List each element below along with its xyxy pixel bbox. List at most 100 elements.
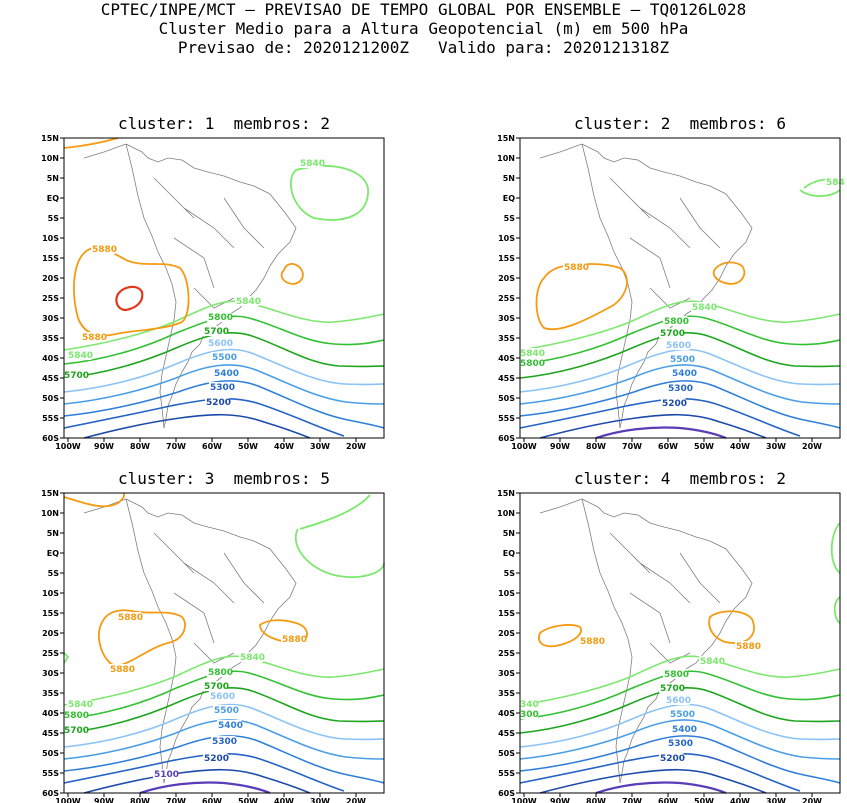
lon-label: 90W: [94, 797, 114, 803]
lat-label: 5N: [503, 174, 515, 183]
lat-label: 15S: [498, 609, 515, 618]
contour-5400: [519, 735, 841, 784]
label-5200-group: 5200: [661, 398, 687, 409]
label-5500-bg: [669, 354, 694, 364]
panel-4-title: cluster: 4 membros: 2: [574, 469, 786, 488]
lat-label: 30S: [498, 669, 515, 678]
label-5840-bg: [691, 302, 716, 312]
lat-label: 20S: [498, 274, 515, 283]
lat-label: 45S: [42, 374, 59, 383]
lon-label: 100W: [511, 797, 537, 803]
lon-label: 30W: [310, 442, 330, 451]
lon-label: 20W: [802, 442, 822, 451]
lat-label: 45S: [42, 729, 59, 738]
label-5700-bg: [203, 681, 228, 691]
lon-label: 60W: [202, 797, 222, 803]
label-5700: 5700: [204, 682, 229, 692]
map-frame: [519, 492, 841, 794]
label-5880-bg: [81, 332, 106, 342]
lon-label: 70W: [622, 442, 642, 451]
lat-label: 30S: [42, 669, 59, 678]
label-5500: 5500: [670, 710, 695, 720]
contour-5600: [519, 703, 841, 748]
label-5840-bg: [235, 296, 260, 306]
label-5800: 5800: [208, 313, 233, 323]
contour-highs: [63, 137, 369, 337]
label-5800-group: 5800: [63, 710, 89, 721]
label-5400: 5400: [672, 725, 697, 735]
label-5400-bg: [217, 720, 242, 730]
contour-5700: [519, 686, 841, 734]
label-5700-bg: [203, 326, 228, 336]
lat-label: 25S: [42, 649, 59, 658]
label-5100: 5100: [154, 770, 179, 780]
lat-label: 5S: [504, 569, 516, 578]
label-5800-group: 5800: [207, 667, 233, 678]
coastline-south-america: [83, 143, 297, 429]
label-5600-bg: [665, 340, 690, 350]
contour-5600: [63, 348, 385, 393]
contour-5200: [539, 768, 767, 794]
contour-5500: [63, 364, 385, 405]
label-5300-bg: [667, 738, 692, 748]
lat-label: 55S: [42, 414, 59, 423]
lat-label: 10S: [498, 234, 515, 243]
label-5400-group: 5400: [217, 720, 243, 731]
contour-5880: [97, 609, 186, 667]
label-5840: 5840: [700, 657, 725, 667]
label-5600: 5600: [210, 692, 235, 702]
map-panel-1: 5840 5880 5880 5840 5840 5800 5700 5700 5600 5500…: [41, 134, 385, 451]
contour-5100: [595, 781, 727, 795]
label-5300-group: 5300: [211, 736, 237, 747]
label-5800: 5800: [520, 359, 545, 369]
label-5300-group: 5300: [667, 383, 693, 394]
contour-5400: [519, 380, 841, 429]
label-5840-group: 5840: [67, 350, 93, 361]
label-5600: 5600: [208, 339, 233, 349]
label-5880-group: 5880: [735, 641, 761, 652]
lon-label: 60W: [202, 442, 222, 451]
contour-5800: [519, 670, 841, 720]
lon-label: 30W: [310, 797, 330, 803]
label-5840-group: 5840: [691, 302, 717, 313]
map-panel-2: 5880 5840 5840 584 5800 5800 5700 5600 5500 5400 5…: [497, 134, 845, 451]
label-5400-bg: [671, 368, 696, 378]
contour-5880: [73, 247, 190, 337]
contour-5200: [83, 768, 311, 794]
lat-label: 60S: [498, 789, 515, 798]
lat-label: 60S: [42, 434, 59, 443]
label-5500: 5500: [212, 353, 237, 363]
label-5880: 5880: [110, 665, 135, 675]
label-5840-group: 5840: [699, 656, 725, 667]
lat-label: 20S: [42, 274, 59, 283]
lon-label: 50W: [238, 442, 258, 451]
lat-label: 25S: [42, 294, 59, 303]
label-5700-bg: [659, 328, 684, 338]
label-5880: 5880: [82, 333, 107, 343]
label-5840-group: 5840: [299, 158, 325, 169]
lat-label: 5S: [504, 214, 516, 223]
label-5840: 5840: [68, 700, 93, 710]
contour-5840: [294, 494, 385, 578]
label-5840-bg: [67, 350, 92, 360]
label-5800: 5800: [664, 317, 689, 327]
lon-label: 50W: [238, 797, 258, 803]
lat-label: 10N: [497, 154, 515, 163]
label-5200: 5200: [660, 754, 685, 764]
label-5880: 5880: [580, 637, 605, 647]
label-5200-group: 5200: [203, 753, 229, 764]
label-5500-bg: [213, 705, 238, 715]
lon-label: 40W: [274, 797, 294, 803]
lat-label: 40S: [42, 354, 59, 363]
label-5840-group: 340: [519, 699, 539, 710]
contour-5100: [595, 426, 727, 440]
label-5200-group: 5200: [205, 397, 231, 408]
label-5840-group: 5840: [239, 652, 265, 663]
label-5840-bg: [699, 656, 724, 666]
contour-5500: [63, 719, 385, 760]
label-5880-bg: [563, 262, 588, 272]
label-5880-group: 5880: [281, 634, 307, 645]
label-5880-group: 5880: [109, 664, 135, 675]
label-5840-group: 5840: [519, 348, 545, 359]
lon-label: 100W: [511, 442, 537, 451]
